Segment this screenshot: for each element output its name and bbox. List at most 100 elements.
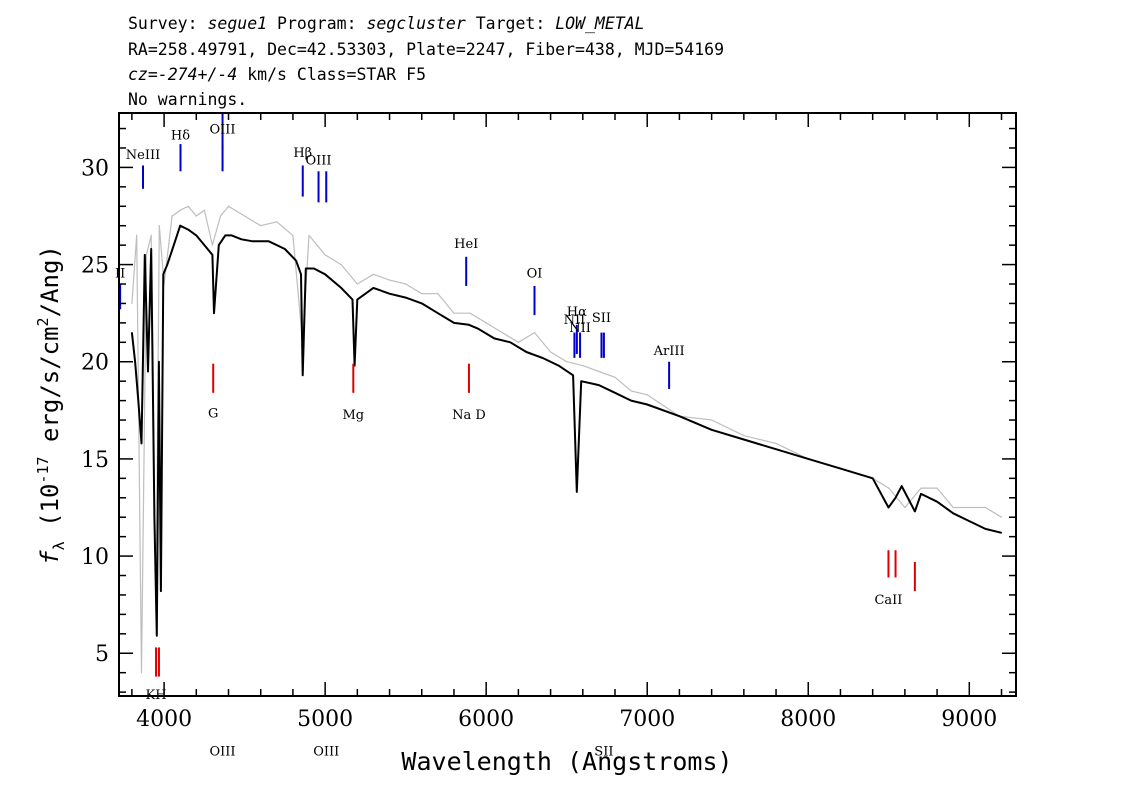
- flux-series-point: [872, 477, 874, 479]
- x-tick-label: 9000: [941, 707, 997, 732]
- noise-series-point: [219, 215, 222, 217]
- header-survey-line: Survey: segue1 Program: segcluster Targe…: [128, 14, 645, 33]
- noise-series-point: [1000, 516, 1003, 518]
- noise-series-point: [150, 234, 152, 236]
- noise-series-point: [437, 293, 439, 295]
- flux-series-point: [887, 506, 890, 509]
- noise-series-point: [743, 435, 745, 437]
- x-axis-label: Wavelength (Angstroms): [401, 747, 732, 776]
- flux-series-point: [372, 287, 374, 289]
- flux-series-point: [952, 512, 954, 514]
- noise-series-line: [131, 205, 1002, 674]
- noise-series-point: [211, 244, 213, 246]
- flux-series-point: [453, 322, 455, 324]
- noise-series-point: [533, 332, 536, 334]
- noise-series-point: [308, 234, 310, 236]
- flux-series-point: [166, 264, 168, 266]
- noise-series-point: [517, 341, 520, 343]
- noise-series-point: [340, 264, 342, 266]
- flux-series-point: [300, 273, 302, 275]
- noise-series-point: [356, 283, 358, 285]
- flux-series-point: [252, 240, 254, 242]
- flux-series-point: [240, 238, 242, 240]
- spectrum-header: Survey: segue1 Program: segcluster Targe…: [128, 14, 724, 109]
- y-label-units: (10: [36, 484, 64, 542]
- flux-series-point: [572, 374, 574, 376]
- emission-line-label: SII: [594, 744, 613, 759]
- flux-series-point: [137, 400, 139, 402]
- absorption-line-label: G: [208, 406, 218, 421]
- noise-series-point: [171, 215, 173, 217]
- noise-series-point: [405, 283, 407, 285]
- y-label-f: f: [36, 550, 64, 565]
- flux-series-point: [646, 403, 648, 406]
- flux-series-point: [678, 415, 681, 417]
- y-label-lambda: λ: [50, 541, 68, 550]
- noise-series-point: [227, 205, 230, 207]
- noise-series: [131, 205, 1003, 674]
- flux-series-point: [839, 468, 842, 470]
- flux-series-point: [580, 380, 582, 382]
- flux-series-point: [324, 273, 326, 275]
- flux-series-point: [305, 267, 307, 270]
- noise-series-point: [646, 394, 648, 396]
- emission-line-label: OIII: [210, 744, 236, 759]
- noise-series-point: [550, 351, 552, 353]
- flux-series-point: [284, 248, 286, 250]
- noise-series-point: [131, 302, 133, 304]
- flux-series-point: [711, 429, 713, 431]
- noise-series-point: [421, 293, 423, 295]
- noise-series-point: [952, 506, 954, 509]
- flux-series-point: [295, 260, 297, 262]
- flux-series-point: [525, 351, 528, 353]
- flux-series-point: [162, 273, 164, 275]
- emission-line-label: NII: [564, 313, 586, 328]
- flux-series-point: [493, 337, 495, 339]
- header-segment: LOW_METAL: [555, 14, 644, 33]
- emission-line-label: NeIII: [126, 148, 160, 163]
- flux-series-point: [187, 229, 189, 231]
- noise-series-point: [888, 487, 890, 489]
- emission-line-label: Hα: [567, 305, 587, 320]
- flux-series-point: [437, 312, 439, 314]
- flux-series-point: [140, 442, 143, 444]
- header-segment: Survey:: [128, 14, 207, 33]
- noise-series-point: [469, 312, 471, 314]
- noise-series-point: [244, 215, 246, 217]
- flux-series-point: [936, 501, 938, 503]
- flux-series-point: [351, 299, 354, 301]
- flux-series-point: [134, 361, 136, 363]
- flux-series-point: [160, 590, 162, 592]
- header-redshift-line: cz=-274+/-4 km/s Class=STAR F5: [128, 65, 426, 84]
- x-tick-label: 4000: [136, 707, 192, 732]
- header-segment: cz=-274+/-4: [128, 65, 237, 84]
- noise-series-point: [158, 225, 160, 227]
- flux-series-point: [509, 341, 511, 343]
- flux-series-point: [302, 374, 304, 376]
- absorption-line-label: CaII: [874, 593, 902, 608]
- emission-line-label: HeI: [454, 237, 478, 252]
- header-segment: segue1: [207, 14, 267, 33]
- y-label-exponent: -17: [34, 456, 52, 483]
- y-label-exponent: 2: [34, 317, 52, 326]
- y-axis-label: fλ (10-17 erg/s/cm2/Ang): [34, 245, 68, 565]
- flux-series-point: [211, 254, 213, 256]
- noise-series-point: [904, 506, 906, 509]
- emission-line-label: OIII: [313, 744, 339, 759]
- noise-series-point: [485, 322, 487, 324]
- noise-series-point: [195, 215, 197, 217]
- y-tick-label: 25: [81, 254, 109, 279]
- flux-series-point: [147, 370, 149, 373]
- flux-series-point: [173, 244, 175, 246]
- noise-series-point: [775, 442, 777, 444]
- noise-series-point: [140, 672, 143, 674]
- emission-line-label: OI: [527, 266, 543, 281]
- y-tick-label: 5: [95, 642, 109, 667]
- flux-series-point: [576, 491, 578, 493]
- noise-series-point: [614, 376, 616, 378]
- noise-series-point: [598, 370, 600, 373]
- header-coordinates-line: RA=258.49791, Dec=42.53303, Plate=2247, …: [128, 40, 724, 59]
- flux-series-point: [807, 458, 809, 460]
- x-tick-label: 5000: [297, 707, 353, 732]
